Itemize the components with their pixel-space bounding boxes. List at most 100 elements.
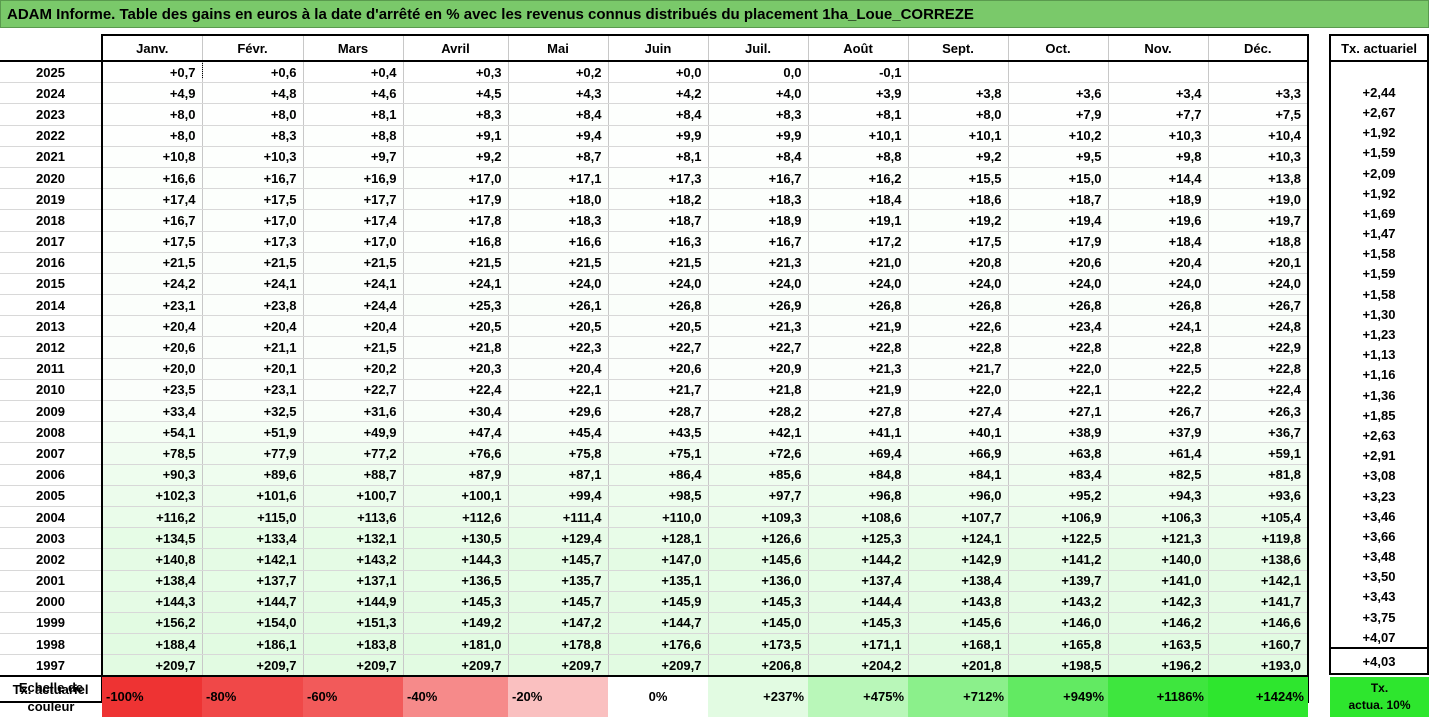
tx-cell: +1,92 xyxy=(1329,183,1429,204)
gain-cell: +26,8 xyxy=(908,294,1009,317)
table-row: 2013 +20,4 +20,4 +20,4 +20,5 +20,5 +20,5 +21,3 +… xyxy=(0,315,1309,338)
month-header: Juil. xyxy=(708,34,809,62)
gain-cell: +139,7 xyxy=(1008,570,1109,592)
year-cell: 2001 xyxy=(0,570,103,592)
year-cell: 2009 xyxy=(0,400,103,423)
tx-swatch-line1: Tx. xyxy=(1370,681,1389,695)
gain-cell: +24,1 xyxy=(403,273,509,296)
gain-cell: +178,8 xyxy=(508,633,609,656)
gain-cell: +116,2 xyxy=(102,506,203,529)
gain-cell: +156,2 xyxy=(102,612,203,635)
gain-cell: +22,4 xyxy=(403,379,509,402)
month-header: Avril xyxy=(403,34,509,62)
tx-cell: +2,44 xyxy=(1329,82,1429,103)
gain-cell: +132,1 xyxy=(303,527,404,550)
gain-cell: +20,2 xyxy=(303,358,404,380)
gain-cell: +17,5 xyxy=(908,231,1009,253)
gain-cell: +100,1 xyxy=(403,485,509,507)
color-swatch: +1424% xyxy=(1208,677,1308,717)
table-row: 2001 +138,4 +137,7 +137,1 +136,5 +135,7 +135,1… xyxy=(0,570,1309,592)
gain-cell: +23,4 xyxy=(1008,315,1109,338)
gain-cell: +33,4 xyxy=(102,400,203,423)
color-swatch: 0% xyxy=(608,677,708,717)
gain-cell: +20,4 xyxy=(102,315,203,338)
gain-cell: +26,8 xyxy=(1008,294,1109,317)
tx-cell: +1,47 xyxy=(1329,223,1429,244)
table-row: 1999 +156,2 +154,0 +151,3 +149,2 +147,2 +144,7… xyxy=(0,612,1309,635)
year-cell: 2013 xyxy=(0,315,103,338)
gain-cell: +27,1 xyxy=(1008,400,1109,423)
gain-cell: +17,5 xyxy=(202,188,304,211)
gain-cell: +18,7 xyxy=(608,209,709,232)
gain-cell: +77,2 xyxy=(303,442,404,465)
month-header: Sept. xyxy=(908,34,1009,62)
gain-cell: +142,1 xyxy=(1208,570,1309,592)
year-cell: 1999 xyxy=(0,612,103,635)
year-cell: 2021 xyxy=(0,146,103,168)
gain-cell: +18,9 xyxy=(1108,188,1209,211)
gain-cell: +134,5 xyxy=(102,527,203,550)
gain-cell: +24,0 xyxy=(1208,273,1309,296)
gain-cell: +24,2 xyxy=(102,273,203,296)
tx-cell: +1,69 xyxy=(1329,203,1429,224)
gain-cell: +10,1 xyxy=(808,125,909,147)
gain-cell: +20,1 xyxy=(1208,252,1309,274)
gain-cell: +149,2 xyxy=(403,612,509,635)
gain-cell: +24,0 xyxy=(808,273,909,296)
tx-cell: +3,43 xyxy=(1329,586,1429,608)
gain-cell: +16,7 xyxy=(102,209,203,232)
gain-cell: +18,4 xyxy=(1108,231,1209,253)
gain-cell: +75,1 xyxy=(608,442,709,465)
gain-cell: +145,9 xyxy=(608,591,709,613)
gain-cell: +138,4 xyxy=(102,570,203,592)
year-cell: 2019 xyxy=(0,188,103,211)
gain-cell: +26,1 xyxy=(508,294,609,317)
gain-cell: +8,1 xyxy=(303,103,404,126)
gain-cell: +15,5 xyxy=(908,167,1009,190)
gain-cell: +144,9 xyxy=(303,591,404,613)
gain-cell: +7,7 xyxy=(1108,103,1209,126)
gain-cell: +16,6 xyxy=(508,231,609,253)
gain-cell: +8,1 xyxy=(608,146,709,168)
gain-cell: +136,5 xyxy=(403,570,509,592)
gain-cell: +145,7 xyxy=(508,591,609,613)
gain-cell: +18,9 xyxy=(708,209,809,232)
gain-cell: +4,8 xyxy=(202,82,304,105)
gain-cell: +24,0 xyxy=(908,273,1009,296)
gain-cell: +147,0 xyxy=(608,548,709,571)
gain-cell: +108,6 xyxy=(808,506,909,529)
year-cell: 2016 xyxy=(0,252,103,274)
gain-cell: +18,2 xyxy=(608,188,709,211)
table-row: 2003 +134,5 +133,4 +132,1 +130,5 +129,4 +128,1… xyxy=(0,527,1309,550)
gain-cell: +17,7 xyxy=(303,188,404,211)
gain-cell: +26,8 xyxy=(1108,294,1209,317)
gain-cell: 0,0 xyxy=(708,61,809,84)
gain-cell: +21,5 xyxy=(303,336,404,359)
tx-cell: +1,23 xyxy=(1329,324,1429,345)
gain-cell: +204,2 xyxy=(808,654,909,677)
tx-cell: +3,66 xyxy=(1329,526,1429,547)
gain-cell: +22,5 xyxy=(1108,358,1209,380)
gain-cell: +28,2 xyxy=(708,400,809,423)
gain-cell: +17,3 xyxy=(608,167,709,190)
gain-cell: +8,1 xyxy=(808,103,909,126)
gain-cell: +147,2 xyxy=(508,612,609,635)
table-row: 2020 +16,6 +16,7 +16,9 +17,0 +17,1 +17,3 +16,7 +… xyxy=(0,167,1309,190)
gain-cell: +100,7 xyxy=(303,485,404,507)
color-swatch: +237% xyxy=(708,677,808,717)
gain-cell: +209,7 xyxy=(303,654,404,677)
gain-cell: +21,9 xyxy=(808,315,909,338)
gain-cell: +209,7 xyxy=(102,654,203,677)
gain-cell: +22,0 xyxy=(1008,358,1109,380)
gain-cell: +165,8 xyxy=(1008,633,1109,656)
year-cell: 2003 xyxy=(0,527,103,550)
gain-cell: +21,5 xyxy=(403,252,509,274)
tx-cell: +1,59 xyxy=(1329,142,1429,163)
gain-cell: +22,8 xyxy=(808,336,909,359)
gain-cell: +20,4 xyxy=(202,315,304,338)
gain-cell: +3,8 xyxy=(908,82,1009,105)
gain-cell: +135,7 xyxy=(508,570,609,592)
year-cell: 1997 xyxy=(0,654,103,677)
gain-cell: +4,2 xyxy=(608,82,709,105)
gain-cell: +4,6 xyxy=(303,82,404,105)
